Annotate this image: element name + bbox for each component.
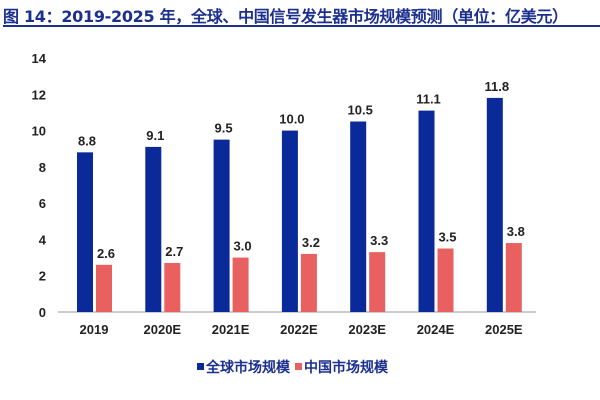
bar-china bbox=[96, 264, 112, 312]
y-tick-label: 10 bbox=[32, 124, 46, 139]
y-tick-label: 2 bbox=[39, 269, 46, 284]
bar-global bbox=[418, 110, 435, 312]
x-tick-label: 2020E bbox=[144, 322, 182, 337]
legend-swatch bbox=[295, 363, 302, 370]
y-tick-label: 8 bbox=[39, 160, 46, 175]
data-label: 3.5 bbox=[438, 230, 456, 245]
bar-china bbox=[437, 248, 454, 312]
data-label: 8.8 bbox=[78, 133, 96, 148]
data-label: 3.0 bbox=[234, 239, 252, 254]
data-label: 9.1 bbox=[146, 128, 164, 143]
x-tick-label: 2022E bbox=[280, 322, 318, 337]
data-label: 11.1 bbox=[416, 92, 441, 107]
x-tick-label: 2023E bbox=[348, 322, 386, 337]
data-label: 3.2 bbox=[302, 235, 320, 250]
data-label: 10.0 bbox=[279, 112, 304, 127]
y-tick-label: 12 bbox=[32, 87, 46, 102]
bar-china bbox=[164, 263, 181, 312]
x-tick-label: 2025E bbox=[485, 322, 523, 337]
data-label: 3.3 bbox=[370, 233, 388, 248]
legend-label: 全球市场规模 bbox=[205, 359, 291, 376]
bar-china bbox=[505, 243, 522, 312]
y-tick-label: 14 bbox=[32, 51, 47, 66]
legend-swatch bbox=[197, 363, 204, 370]
data-label: 2.7 bbox=[165, 244, 183, 259]
data-label: 11.8 bbox=[485, 79, 510, 94]
x-tick-label: 2019 bbox=[80, 322, 109, 337]
chart-title: 图 14：2019-2025 年，全球、中国信号发生器市场规模预测（单位：亿美元… bbox=[3, 7, 568, 26]
bar-china bbox=[369, 252, 386, 312]
bar-global bbox=[281, 130, 298, 312]
bar-global bbox=[77, 152, 93, 312]
bar-global bbox=[145, 146, 162, 312]
data-label: 10.5 bbox=[348, 103, 373, 118]
bar-global bbox=[213, 139, 230, 312]
bar-china bbox=[232, 257, 249, 312]
bar-global bbox=[486, 97, 503, 313]
y-tick-label: 6 bbox=[39, 196, 46, 211]
data-label: 2.6 bbox=[97, 246, 115, 261]
y-tick-label: 0 bbox=[39, 305, 46, 320]
y-tick-label: 4 bbox=[39, 232, 47, 247]
x-tick-label: 2024E bbox=[417, 322, 455, 337]
legend-label: 中国市场规模 bbox=[304, 359, 389, 376]
bar-global bbox=[350, 121, 367, 312]
bar-china bbox=[300, 253, 317, 312]
data-label: 3.8 bbox=[507, 224, 525, 239]
title-underline bbox=[3, 25, 600, 27]
x-tick-label: 2021E bbox=[212, 322, 250, 337]
data-label: 9.5 bbox=[215, 121, 233, 136]
